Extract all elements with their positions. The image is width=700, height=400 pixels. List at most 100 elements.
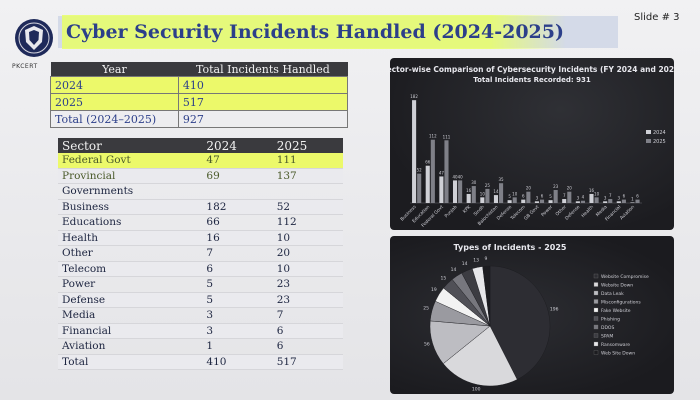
incident-types-pie-chart: Types of Incidents - 2025 196 100 56 25 19 15 1… [390, 236, 674, 394]
sector-2025-cell: 23 [272, 292, 343, 308]
sector-2024-cell: 5 [202, 292, 273, 308]
bar-value-label: 3 [618, 195, 621, 200]
sector-2025-cell: 6 [272, 323, 343, 339]
sector-2025-cell: 10 [272, 230, 343, 246]
total-cell: 410 [177, 76, 349, 94]
sector-table-header: Sector 2024 2025 [58, 138, 343, 153]
bar-value-label: 3 [577, 195, 580, 200]
sector-2024-cell: 6 [202, 261, 273, 277]
bar-value-label: 20 [526, 186, 532, 191]
sector-name-cell: Educations [58, 214, 203, 231]
totals-row: Total (2024–2025) 927 [50, 110, 349, 128]
category-tick-label: Other [554, 204, 567, 217]
sector-2025-cell: 23 [272, 276, 343, 293]
slice-value-label: 25 [423, 305, 429, 311]
column-header-total: Total Incidents Handled [178, 62, 348, 77]
category-tick-label: GB Govt [523, 204, 541, 222]
sector-name-cell: Business [58, 199, 203, 215]
bar-2025 [444, 140, 449, 203]
sector-name-cell: Power [58, 276, 203, 293]
sector-2025-cell: 20 [272, 245, 343, 262]
bar-2024 [575, 201, 580, 203]
bar-2025 [621, 199, 626, 203]
sector-2024-cell: 7 [202, 245, 273, 262]
sector-2025-cell: 52 [272, 199, 343, 215]
pie-legend-swatch [593, 290, 599, 296]
bar-value-label: 10 [594, 191, 600, 196]
totals-table-header: Year Total Incidents Handled [50, 62, 348, 77]
sector-2024-cell: 47 [202, 153, 273, 169]
bar-value-label: 1 [631, 196, 634, 201]
legend-label: 2024 [653, 130, 666, 136]
shield-logo-icon [15, 19, 53, 57]
slide-number: Slide # 3 [634, 12, 680, 23]
year-cell: 2024 [50, 76, 179, 94]
bar-value-label: 23 [553, 184, 559, 189]
pie-slice [442, 325, 518, 387]
sector-2024-cell: 3 [202, 323, 273, 339]
sector-name-cell: Provincial [58, 168, 203, 184]
pie-legend-swatch [593, 282, 599, 287]
legend-swatch [646, 130, 651, 134]
sector-row: Other 7 20 [58, 245, 343, 262]
sector-2024-cell: 1 [202, 338, 273, 355]
pie-legend-swatch [593, 341, 599, 347]
year-cell: 2025 [50, 93, 179, 111]
sector-row: Provincial 69 137 [58, 168, 343, 184]
pie-legend-swatch [593, 324, 599, 330]
bar-value-label: 10 [512, 191, 518, 196]
bar-value-label: 35 [499, 177, 505, 182]
sector-2025-cell: 112 [272, 214, 343, 231]
bar-2025 [580, 200, 585, 203]
sector-row: Federal Govt 47 111 [58, 153, 343, 169]
total-cell: 927 [177, 110, 349, 128]
category-tick-label: KPK [462, 203, 473, 214]
sector-2024-cell: 410 [202, 354, 273, 370]
bar-2024 [412, 100, 417, 203]
pie-legend-label: SPAM [601, 334, 613, 340]
pie-legend-label: Website Compromise [601, 274, 649, 280]
bar-2024 [521, 199, 526, 203]
bar-2024 [562, 199, 567, 203]
totals-row: 2024 410 [50, 76, 349, 94]
bar-2025 [539, 199, 545, 203]
bar-chart-title: Sector-wise Comparison of Cybersecurity … [390, 65, 674, 74]
sector-name-cell: Aviation [58, 338, 203, 355]
bar-value-label: 16 [466, 188, 472, 193]
sector-bar-chart: Sector-wise Comparison of Cybersecurity … [381, 58, 683, 230]
category-tick-label: Power [540, 204, 554, 218]
bar-value-label: 40 [452, 174, 458, 179]
bar-2024 [507, 200, 512, 203]
sector-2025-cell: 137 [272, 168, 343, 184]
bar-value-label: 40 [458, 174, 464, 179]
sector-2025-cell: 10 [272, 261, 343, 277]
bar-value-label: 7 [563, 193, 566, 198]
sector-2025-cell: 6 [272, 338, 343, 355]
totals-table: Year Total Incidents Handled 2024 410 2025… [50, 62, 349, 128]
category-tick-label: Health [580, 204, 595, 219]
bar-value-label: 3 [604, 195, 607, 200]
bar-2024 [616, 201, 621, 203]
slice-value-label: 15 [441, 275, 447, 281]
bar-value-label: 47 [439, 170, 445, 175]
slice-value-label: 196 [550, 307, 559, 313]
bar-2025 [485, 188, 490, 203]
pie-legend-swatch [593, 273, 599, 279]
sector-row: Educations 66 112 [58, 214, 343, 231]
sector-2024-cell: 69 [202, 168, 273, 184]
bar-value-label: 14 [493, 189, 499, 194]
year-cell: Total (2024–2025) [50, 110, 179, 128]
bar-2024 [548, 200, 553, 203]
bar-value-label: 20 [567, 186, 573, 191]
sector-row: Financial 3 6 [58, 323, 343, 339]
bar-value-label: 6 [522, 194, 525, 199]
bar-value-label: 4 [582, 195, 585, 200]
sector-name-cell: Telecom [58, 261, 203, 277]
pie-slice [482, 265, 491, 327]
bar-2025 [430, 139, 435, 203]
sector-2024-cell: 16 [202, 230, 273, 246]
sector-2025-cell: 111 [272, 153, 343, 169]
sector-row: Defense 5 23 [58, 292, 343, 308]
bar-value-label: 6 [541, 194, 544, 199]
sector-2024-cell: 3 [202, 307, 273, 324]
